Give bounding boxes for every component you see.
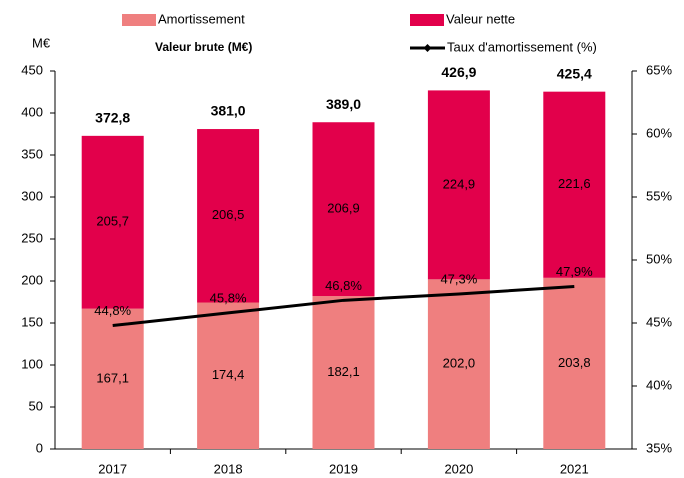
y-tick-label: 300 [21,188,43,203]
line-value-label: 44,8% [94,303,131,318]
bar [312,122,375,297]
bar-value-label: 206,9 [327,201,360,216]
bar [427,90,490,280]
y2-tick-label: 65% [646,62,672,77]
y2-tick-label: 45% [646,314,672,329]
bar-value-label: 221,6 [558,176,591,191]
y-tick-label: 350 [21,146,43,161]
bar-value-label: 203,8 [558,355,591,370]
y2-tick-label: 40% [646,377,672,392]
bar-value-label: 182,1 [327,364,360,379]
line-value-label: 47,9% [556,264,593,279]
legend-swatch [410,14,444,26]
line [112,284,575,328]
bar-value-label: 174,4 [212,367,245,382]
x-tick-label: 2020 [444,461,473,476]
y-tick-label: 250 [21,230,43,245]
bar-value-label: 202,0 [443,356,476,371]
legend-label: Amortissement [158,11,245,26]
y-tick-label: 200 [21,272,43,287]
legend-marker [423,44,432,52]
legend-label: Valeur brute (M€) [155,40,252,54]
bar-value-label: 224,9 [443,176,476,191]
bar-value-label: 205,7 [96,214,129,229]
total-label: 389,0 [326,96,361,112]
y-tick-label: 150 [21,314,43,329]
x-tick-label: 2017 [98,461,127,476]
y2-tick-label: 50% [646,251,672,266]
bar [427,279,490,449]
y-axis-label: M€ [32,35,51,50]
bar [312,296,375,449]
bar [81,308,144,449]
line-value-label: 45,8% [210,290,247,305]
bar [543,277,606,449]
bar [543,91,606,278]
bar [197,302,260,449]
legend-label: Taux d'amortissement (%) [447,39,597,54]
bar-value-label: 206,5 [212,207,245,222]
total-label: 372,8 [95,110,130,126]
x-tick-label: 2021 [560,461,589,476]
y-tick-label: 50 [29,398,43,413]
legend-swatch [122,14,156,26]
line-value-label: 46,8% [325,278,362,293]
y-tick-label: 400 [21,104,43,119]
y-tick-label: 450 [21,62,43,77]
x-tick-label: 2018 [214,461,243,476]
total-label: 381,0 [211,103,246,119]
y2-tick-label: 35% [646,440,672,455]
y2-tick-label: 55% [646,188,672,203]
bar [197,129,260,303]
y-tick-label: 100 [21,356,43,371]
bar [81,135,144,309]
y2-tick-label: 60% [646,125,672,140]
total-label: 425,4 [557,65,592,81]
total-label: 426,9 [441,64,476,80]
legend-label: Valeur nette [446,11,515,26]
x-tick-label: 2019 [329,461,358,476]
y-tick-label: 0 [36,440,43,455]
line-value-label: 47,3% [440,271,477,286]
bar-value-label: 167,1 [96,370,129,385]
